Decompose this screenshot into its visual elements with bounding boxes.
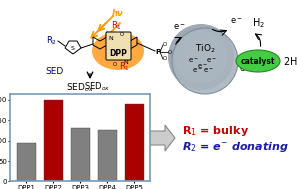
Bar: [44, 100, 63, 181]
Text: R$_2$: R$_2$: [46, 35, 58, 47]
Polygon shape: [148, 125, 175, 151]
Circle shape: [175, 31, 228, 83]
Text: N: N: [109, 36, 113, 42]
Circle shape: [184, 40, 217, 74]
Text: e$^-$: e$^-$: [192, 67, 203, 75]
Text: R$_1$: R$_1$: [111, 20, 123, 32]
Text: O: O: [168, 50, 172, 54]
Bar: [71, 128, 90, 181]
Text: TiO$_2$: TiO$_2$: [195, 43, 215, 55]
Text: S: S: [71, 46, 75, 51]
Text: catalyst: catalyst: [241, 57, 275, 66]
Bar: [17, 143, 36, 181]
Circle shape: [168, 24, 234, 90]
Text: N: N: [124, 60, 128, 64]
Text: SED: SED: [46, 67, 64, 75]
Text: DPP: DPP: [109, 49, 127, 57]
Text: R$_1$: R$_1$: [119, 61, 130, 73]
Circle shape: [172, 28, 238, 94]
FancyBboxPatch shape: [106, 32, 131, 60]
Text: R$_1$ = bulky: R$_1$ = bulky: [182, 124, 249, 138]
Bar: [98, 130, 117, 181]
Text: H$_2$: H$_2$: [252, 16, 265, 30]
Text: e$^-$: e$^-$: [173, 22, 185, 32]
Text: R$_2$ = e$^{-}$ donating: R$_2$ = e$^{-}$ donating: [182, 140, 289, 154]
Text: O: O: [120, 32, 124, 36]
Text: e$^-$: e$^-$: [230, 16, 242, 26]
Bar: [125, 104, 144, 181]
Ellipse shape: [92, 32, 144, 70]
Text: O: O: [163, 57, 167, 61]
Text: O: O: [113, 63, 117, 67]
Text: e$^-$: e$^-$: [203, 67, 214, 75]
Text: e$^-$: e$^-$: [206, 57, 217, 65]
Text: P: P: [155, 49, 161, 55]
Text: SED$_{ox}$: SED$_{ox}$: [84, 81, 110, 93]
Title: SED$_{ox}$: SED$_{ox}$: [66, 81, 94, 94]
Ellipse shape: [236, 50, 280, 72]
Text: O: O: [163, 43, 167, 47]
Text: e$^-$: e$^-$: [239, 64, 251, 74]
Text: e$^-$: e$^-$: [188, 57, 198, 65]
Text: hν: hν: [112, 9, 124, 19]
Text: 2H$^+$: 2H$^+$: [283, 54, 297, 67]
Text: e$^-$: e$^-$: [197, 63, 207, 71]
